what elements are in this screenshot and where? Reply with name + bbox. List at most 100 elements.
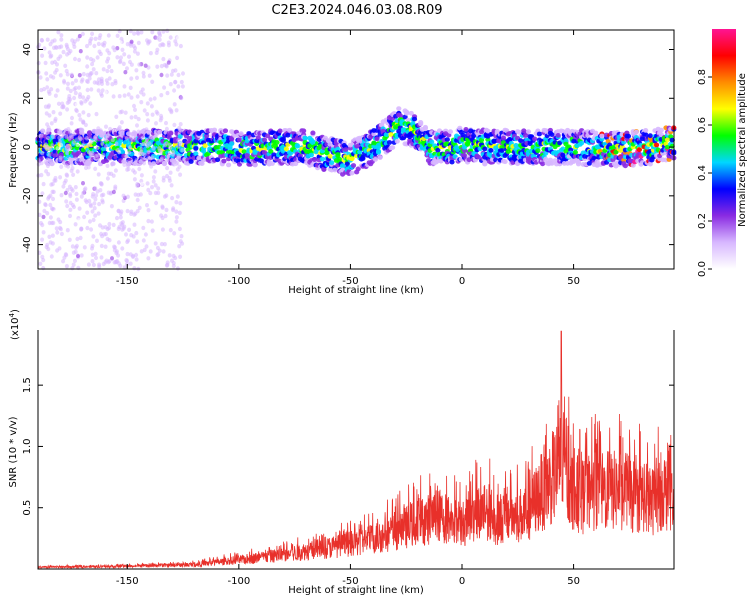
spectrogram-noise [140, 87, 145, 92]
spectrogram-noise [66, 127, 71, 132]
spectrogram-noise [61, 49, 66, 55]
spectrogram-noise [57, 139, 62, 144]
x-tick-label: -100 [227, 276, 250, 287]
spectrogram-cell [396, 106, 402, 111]
spectrogram-noise [129, 95, 134, 100]
spectrogram-noise [169, 72, 174, 77]
spectrogram-noise [124, 136, 129, 141]
spectrogram-noise [74, 108, 79, 114]
spectrogram-cell [658, 127, 664, 133]
spectrogram-noise [114, 114, 119, 120]
spectrogram-noise [85, 97, 90, 102]
spectrogram-noise [175, 55, 180, 61]
y-tick-label: 0 [22, 144, 33, 150]
spectrogram-noise [41, 230, 46, 235]
spectrogram-noise [65, 203, 70, 209]
spectrogram-cell [193, 151, 199, 157]
spectrogram-noise [81, 110, 86, 115]
spectrogram-noise [41, 93, 46, 99]
spectrogram-noise [178, 172, 183, 177]
spectrogram-noise [74, 245, 78, 250]
spectrogram-noise [50, 241, 55, 246]
colorbar-tick-label: 0.4 [697, 165, 708, 181]
spectrogram-cell [404, 110, 410, 116]
snr-scale-exponent: 4 [8, 312, 16, 317]
spectrogram-noise [42, 116, 47, 121]
spectrogram-noise [62, 255, 67, 260]
spectrogram-noise [98, 133, 103, 138]
spectrogram-noise [101, 67, 106, 72]
spectrogram-noise [118, 110, 123, 115]
spectrogram-noise [132, 79, 137, 84]
spectrogram-noise [178, 141, 183, 147]
spectrogram-noise [134, 262, 139, 267]
spectrogram-cell [252, 162, 258, 168]
spectrogram-noise [154, 121, 158, 126]
spectrogram-noise [59, 193, 64, 198]
spectrogram-noise [53, 116, 58, 122]
spectrogram-noise [38, 261, 43, 266]
spectrogram-noise [154, 50, 159, 55]
y-tick-label: 1.5 [22, 377, 33, 393]
spectrogram-noise [58, 225, 62, 231]
spectrogram-cell [119, 149, 125, 155]
spectrogram-cell [302, 136, 308, 141]
spectrogram-noise [49, 121, 54, 126]
spectrogram-noise [88, 41, 92, 46]
spectrogram-cell [177, 134, 183, 139]
spectrogram-noise [40, 191, 45, 196]
spectrogram-noise [179, 95, 184, 101]
spectrogram-noise [134, 252, 139, 258]
spectrogram-noise [77, 73, 82, 78]
spectrogram-noise [96, 81, 101, 86]
spectrogram-noise [84, 136, 89, 141]
spectrogram-cell [265, 133, 271, 139]
spectrogram-cell [647, 133, 653, 139]
spectrogram-noise [143, 232, 148, 237]
spectrogram-noise [166, 40, 171, 45]
spectrogram-noise [132, 266, 137, 271]
spectrogram-cell [507, 136, 513, 142]
snr-chart: -150 -100 -50 0 50 1.5 1.0 0.5 Height of strai… [8, 309, 675, 596]
spectrogram-noise [117, 224, 122, 230]
snr-y-axis-label: SNR (10 * v/v) [8, 416, 19, 487]
spectrogram-noise [97, 201, 102, 207]
spectrogram-cell [319, 156, 325, 162]
spectrogram-noise [159, 156, 164, 161]
spectrogram-noise [132, 49, 137, 54]
spectrogram-noise [178, 254, 183, 259]
spectrogram-noise [135, 209, 140, 214]
spectrogram-noise [125, 163, 130, 168]
spectrogram-noise [129, 76, 134, 81]
spectrogram-noise [77, 57, 82, 63]
spectrogram-cell [357, 149, 363, 155]
spectrogram-noise [128, 59, 132, 65]
spectrogram-noise [53, 209, 58, 214]
spectrogram-noise [143, 63, 148, 68]
spectrogram-cell [422, 126, 428, 131]
spectrogram-noise [139, 30, 144, 35]
spectrogram-noise [126, 166, 131, 172]
spectrogram-noise [89, 139, 94, 145]
spectrogram-cell [49, 161, 55, 167]
spectrogram-noise [83, 198, 88, 203]
spectrogram-noise [141, 92, 146, 97]
spectrogram-cell [157, 129, 163, 135]
spectrogram-noise [153, 183, 158, 188]
spectrogram-noise [151, 175, 156, 180]
spectrogram-noise [59, 129, 64, 135]
spectrogram-noise [176, 84, 181, 89]
spectrogram-cell [622, 163, 629, 169]
spectrogram-noise [102, 232, 107, 237]
spectrogram-noise [39, 172, 44, 178]
spectrogram-noise [175, 35, 180, 41]
spectrogram-noise [77, 85, 81, 90]
spectrogram-noise [128, 43, 133, 48]
spectrogram-noise [77, 218, 81, 223]
spectrogram-cell [383, 132, 389, 138]
spectrogram-cell [310, 130, 316, 136]
spectrogram-noise [148, 190, 153, 196]
spectrogram-noise [67, 237, 72, 242]
spectrogram-noise [148, 97, 153, 102]
spectrogram-noise [66, 164, 71, 169]
